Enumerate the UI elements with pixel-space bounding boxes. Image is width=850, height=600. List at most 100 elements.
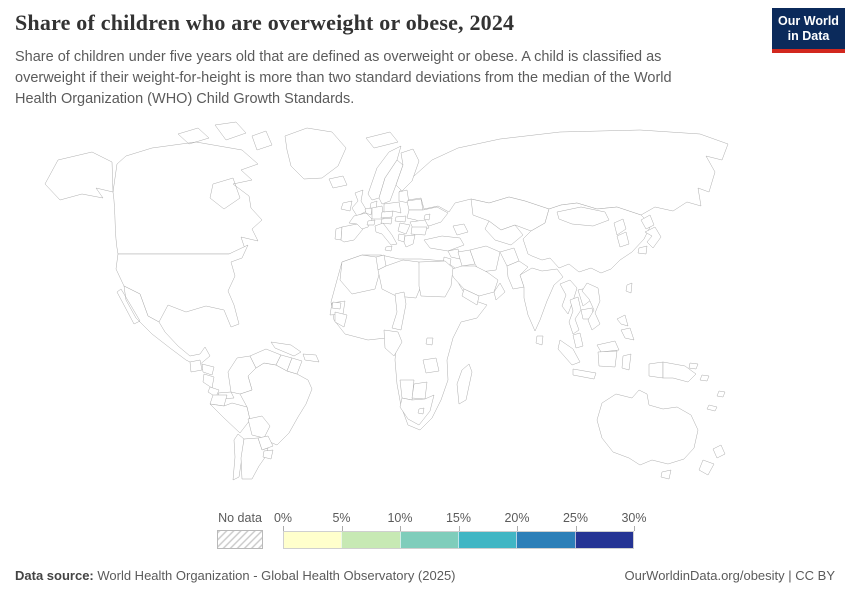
country-malaysia[interactable]: Malaysia: 5-10% <box>572 332 620 353</box>
country-myanmar[interactable]: Myanmar: 5-10% <box>559 279 578 315</box>
country-hungary[interactable]: Hungary: 10-15% <box>394 215 407 223</box>
legend-bin-20-25%[interactable] <box>516 532 575 548</box>
country-sri-lanka[interactable]: Sri Lanka: 0-5% <box>535 335 544 346</box>
country-thailand[interactable]: Thailand: 5-10% <box>568 296 582 335</box>
country-south-africa[interactable]: South Africa: 10-15% <box>399 394 435 426</box>
country-new-caledonia[interactable]: New Caledonia: No data <box>706 404 718 412</box>
country-cameroon[interactable]: Cameroon: 10-15% <box>391 291 407 331</box>
country-united-kingdom[interactable]: United Kingdom: 5-10% <box>351 189 368 217</box>
country-saudi-arabia[interactable]: Saudi Arabia: 5-10% <box>448 265 499 297</box>
chart-subtitle: Share of children under five years old t… <box>15 49 672 107</box>
country-vietnam[interactable]: Vietnam: 10-15% <box>581 282 601 331</box>
country-caucasus[interactable]: Armenia / Azerbaijan: 10-15% <box>452 223 469 236</box>
country-finland[interactable]: Finland: 0-5% <box>395 148 420 192</box>
legend-tick-mark <box>400 526 401 531</box>
country-greenland[interactable]: Greenland: No data <box>284 127 347 180</box>
country-namibia[interactable]: Namibia: 5-10% <box>399 379 415 401</box>
country-lesotho[interactable]: Lesotho: 0-5% <box>417 407 425 415</box>
legend-bin-0-5%[interactable] <box>284 532 342 548</box>
country-guinea-group[interactable]: Guinea / Sierra Leone / Liberia: 5-10% <box>334 311 348 328</box>
legend-tick-label-15%: 15% <box>445 511 472 525</box>
country-benelux[interactable]: Belgium / Netherlands: No data <box>364 207 373 216</box>
legend-bin-5-10%[interactable] <box>341 532 400 548</box>
owid-logo[interactable]: Our World in Data <box>772 8 845 53</box>
legend-color-bar[interactable] <box>283 531 634 549</box>
country-vanuatu-fiji[interactable]: Vanuatu / Fiji: 5-10% <box>716 390 726 398</box>
country-india[interactable]: India: 0-5% <box>519 267 564 332</box>
country-yemen[interactable]: Yemen: 5-10% <box>461 288 480 306</box>
legend-tick-mark <box>575 526 577 531</box>
country-new-zealand[interactable]: New Zealand: No data <box>698 444 726 476</box>
country-austria[interactable]: Austria: 0-5% <box>380 217 393 225</box>
country-north-korea[interactable]: North Korea: 0-5% <box>613 218 627 236</box>
country-suriname-french-guiana[interactable]: Suriname / French Guiana: No data <box>286 357 303 375</box>
country-senegal[interactable]: Senegal / Gambia: 5-10% <box>331 301 342 310</box>
country-syria[interactable]: Syria: 10-15% <box>447 248 461 260</box>
country-bulgaria[interactable]: Bulgaria: 10-15% <box>410 226 428 236</box>
page-title: Share of children who are overweight or … <box>15 10 515 35</box>
country-egypt[interactable]: Egypt: 10-15% <box>418 260 454 298</box>
country-papua-new-guinea[interactable]: Papua New Guinea: 15-20% <box>662 361 699 383</box>
country-mexico[interactable]: Mexico: 5-10% <box>116 285 211 367</box>
country-nicaragua[interactable]: Nicaragua: 5-10% <box>202 373 215 389</box>
country-indonesia[interactable]: Indonesia: 0-5% <box>557 339 664 380</box>
legend-tick-label-25%: 25% <box>562 511 589 525</box>
country-france[interactable]: France: No data <box>348 212 373 230</box>
legend-bin-15-20%[interactable] <box>457 532 517 548</box>
country-philippines[interactable]: Philippines: 0-5% <box>616 314 635 341</box>
country-algeria[interactable]: Algeria: 10-15% <box>339 254 381 295</box>
country-albania[interactable]: Albania / Montenegro: 15-20% <box>397 233 406 243</box>
country-solomon-islands[interactable]: Solomon Islands: 5-10% <box>699 374 710 382</box>
country-south-korea[interactable]: South Korea: 5-10% <box>616 231 630 248</box>
country-iceland[interactable]: Iceland: No data <box>328 175 348 189</box>
country-china[interactable]: China: 10-15% <box>522 202 652 274</box>
legend-tick-label-5%: 5% <box>332 511 351 525</box>
country-central-asia[interactable]: Uzbekistan / Turkmenistan: 0-5% <box>484 220 524 246</box>
legend-bin-10-15%[interactable] <box>399 532 458 548</box>
country-madagascar[interactable]: Madagascar: 0-5% <box>456 363 473 405</box>
country-italy[interactable]: Italy: No data <box>374 222 398 252</box>
country-turkey[interactable]: Turkey: 5-10% <box>423 235 465 252</box>
country-bolivia[interactable]: Bolivia: 5-10% <box>247 415 271 439</box>
country-svalbard[interactable]: Svalbard: No data <box>365 131 399 149</box>
country-greece[interactable]: Greece: 10-15% <box>403 234 416 248</box>
no-data-swatch[interactable] <box>217 530 263 549</box>
country-cuba[interactable]: Cuba: 15-20% <box>270 341 302 357</box>
country-honduras[interactable]: Honduras: 0-5% <box>201 363 215 376</box>
country-belarus[interactable]: Belarus: 0-5% <box>406 198 424 211</box>
country-moldova[interactable]: Moldova: 10-15% <box>423 213 431 221</box>
country-oman[interactable]: Oman: 5-10% <box>493 282 506 301</box>
country-canada[interactable]: Canada: 10-15% <box>112 121 273 255</box>
country-poland[interactable]: Poland: 5-10% <box>383 201 402 214</box>
country-gabon-congo[interactable]: Gabon / Congo: 5-10% <box>383 329 403 357</box>
country-africa-other[interactable]: Most of Sub-Saharan Africa & Sahel: 0-5% <box>330 254 488 431</box>
country-botswana[interactable]: Botswana: 10-15% <box>411 381 428 400</box>
country-uruguay[interactable]: Uruguay: 10-15% <box>262 449 274 460</box>
legend-tick-label-30%: 30% <box>621 511 647 525</box>
license-note[interactable]: OurWorldinData.org/obesity | CC BY <box>624 568 836 583</box>
country-zambia[interactable]: Zambia: 5-10% <box>422 357 440 374</box>
country-peru[interactable]: Peru: 0-5% <box>209 402 251 434</box>
country-serbia[interactable]: Serbia / Bosnia: 10-15% <box>397 222 411 235</box>
country-japan[interactable]: Japan: 0-5% <box>637 214 662 255</box>
country-united-states-alaska[interactable]: United States: 5-10% <box>44 151 114 201</box>
country-hispaniola[interactable]: Haiti / Dominican Republic: 5-10% <box>302 353 320 363</box>
country-czechia[interactable]: Czechia / Slovakia: 5-10% <box>380 210 394 219</box>
country-ireland[interactable]: Ireland: 10-15% <box>340 200 353 212</box>
country-iran[interactable]: Iran: 0-5% <box>469 245 501 273</box>
country-argentina[interactable]: Argentina: 10-15% <box>240 437 269 480</box>
country-uganda[interactable]: Uganda: 5-10% <box>425 337 434 346</box>
country-brazil[interactable]: Brazil: 10-15% <box>239 362 313 446</box>
legend-tick-label-10%: 10% <box>387 511 413 525</box>
data-source-label: Data source: <box>15 568 94 583</box>
world-map: Russia: 5-10% Most of Sub-Saharan Africa… <box>0 108 850 510</box>
country-switzerland[interactable]: Switzerland: No data <box>366 219 376 226</box>
legend-bin-25-30%[interactable] <box>574 532 633 548</box>
owid-logo-line1: Our World <box>778 14 839 28</box>
country-guatemala[interactable]: Guatemala: 5-10% <box>189 359 203 373</box>
country-russia[interactable]: Russia: 5-10% <box>398 129 729 216</box>
country-australia[interactable]: Australia: 25-30% <box>596 389 699 480</box>
country-mongolia[interactable]: Mongolia: 10-15% <box>556 206 610 227</box>
country-taiwan[interactable]: Taiwan: No data <box>625 282 633 294</box>
